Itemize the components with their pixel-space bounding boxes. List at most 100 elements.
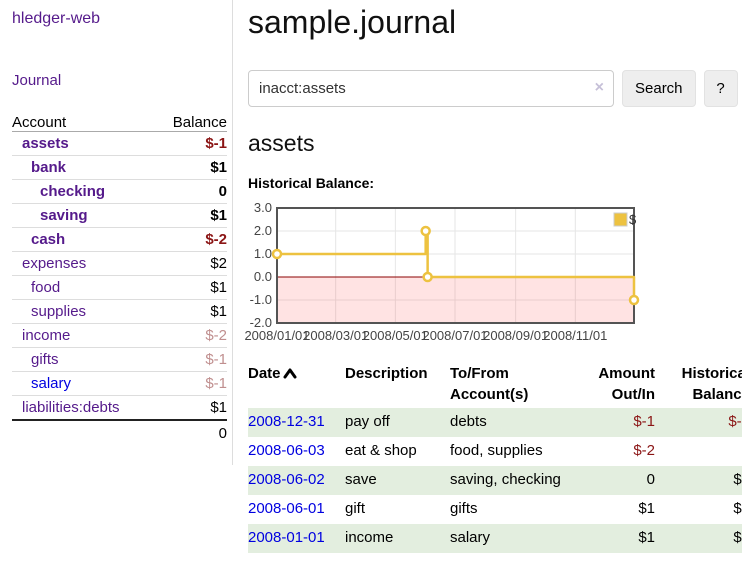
column-header-date[interactable]: Date xyxy=(248,363,345,408)
search-form: × Search ? xyxy=(248,70,742,107)
account-row: salary $-1 xyxy=(12,372,227,396)
account-balance: $2 xyxy=(210,255,227,272)
transaction-accounts: salary xyxy=(450,529,491,546)
account-link[interactable]: bank xyxy=(31,159,67,176)
account-link[interactable]: gifts xyxy=(31,351,59,368)
svg-text:-1.0: -1.0 xyxy=(250,292,272,307)
transaction-balance: $2 xyxy=(733,500,742,517)
account-row: checking 0 xyxy=(12,180,227,204)
transaction-amount: 0 xyxy=(646,471,655,488)
svg-text:2008/01/01: 2008/01/01 xyxy=(244,328,309,343)
account-link[interactable]: cash xyxy=(31,231,66,248)
transaction-amount: $1 xyxy=(638,529,655,546)
accounts-total-value: 0 xyxy=(218,424,227,442)
accounts-header-row: Account Balance xyxy=(12,106,227,132)
transaction-accounts: gifts xyxy=(450,500,478,517)
accounts-panel: Account Balance assets $-1 bank $1 checking 0… xyxy=(12,106,227,445)
transaction-balance: $1 xyxy=(733,529,742,546)
transaction-accounts: debts xyxy=(450,413,487,430)
transaction-amount: $-1 xyxy=(633,413,655,430)
column-header-amount: Amount Out/In xyxy=(598,365,655,403)
app-title-link[interactable]: hledger-web xyxy=(12,10,101,27)
register-row: 2008-06-03 eat & shop food, supplies $-20 xyxy=(248,437,742,466)
svg-text:2008/07/01: 2008/07/01 xyxy=(422,328,487,343)
register-row: 2008-06-01 gift gifts $1 $2 xyxy=(248,495,742,524)
register-row: 2008-06-02 save saving, checking 0 $2 xyxy=(248,466,742,495)
transaction-description: save xyxy=(345,471,377,488)
svg-text:2.0: 2.0 xyxy=(254,223,272,238)
account-link[interactable]: expenses xyxy=(22,255,87,272)
transaction-balance: $2 xyxy=(733,471,742,488)
column-header-accounts: To/From Account(s) xyxy=(450,365,529,403)
account-link[interactable]: income xyxy=(22,327,71,344)
transaction-date-link[interactable]: 2008-06-02 xyxy=(248,471,325,488)
account-link[interactable]: salary xyxy=(31,375,72,392)
account-balance: $-1 xyxy=(205,375,227,392)
account-link[interactable]: checking xyxy=(40,183,106,200)
account-link[interactable]: liabilities:debts xyxy=(22,399,120,416)
accounts-column-balance: Balance xyxy=(172,114,227,131)
account-link[interactable]: saving xyxy=(40,207,88,224)
account-balance: $-2 xyxy=(205,231,227,248)
chart-title: Historical Balance: xyxy=(248,175,375,191)
account-row: saving $1 xyxy=(12,204,227,228)
account-balance: $1 xyxy=(210,279,227,296)
transaction-description: eat & shop xyxy=(345,442,417,459)
transaction-date-cell: 2008-01-01 xyxy=(248,524,345,553)
account-balance: $-1 xyxy=(205,135,227,152)
account-row: supplies $1 xyxy=(12,300,227,324)
historical-balance-chart: $3.0 2.0 1.0 0.0 -1.0 -2.02008/01/012008/03/0… xyxy=(244,201,640,343)
transaction-amount: $-2 xyxy=(633,442,655,459)
account-rows: assets $-1 bank $1 checking 0 saving $1 cash $-2 e… xyxy=(12,132,227,421)
clear-search-icon[interactable]: × xyxy=(594,79,604,96)
transaction-balance: $-1 xyxy=(728,413,742,430)
sort-up-icon xyxy=(283,368,297,379)
svg-text:1.0: 1.0 xyxy=(254,246,272,261)
transaction-accounts: saving, checking xyxy=(450,471,561,488)
search-input[interactable] xyxy=(248,70,614,107)
account-row: expenses $2 xyxy=(12,252,227,276)
search-button[interactable]: Search xyxy=(622,70,696,107)
svg-text:3.0: 3.0 xyxy=(254,201,272,215)
transaction-accounts: food, supplies xyxy=(450,442,543,459)
help-button[interactable]: ? xyxy=(703,70,738,107)
account-balance: $-2 xyxy=(205,327,227,344)
transaction-date-cell: 2008-06-02 xyxy=(248,466,345,495)
sidebar: hledger-web Journal Account Balance asse… xyxy=(0,0,233,465)
accounts-total-row: 0 xyxy=(12,421,227,445)
account-row: cash $-2 xyxy=(12,228,227,252)
column-header-balance: Historical Balance xyxy=(681,365,742,403)
column-header-description: Description xyxy=(345,365,428,382)
accounts-column-account: Account xyxy=(12,114,67,131)
account-row: liabilities:debts $1 xyxy=(12,396,227,421)
transaction-date-cell: 2008-06-01 xyxy=(248,495,345,524)
transaction-date-link[interactable]: 2008-12-31 xyxy=(248,413,325,430)
account-heading: assets xyxy=(248,130,315,156)
account-balance: $-1 xyxy=(205,351,227,368)
account-row: income $-2 xyxy=(12,324,227,348)
account-row: food $1 xyxy=(12,276,227,300)
transaction-amount: $1 xyxy=(638,500,655,517)
account-link[interactable]: supplies xyxy=(31,303,87,320)
transaction-date-link[interactable]: 2008-06-03 xyxy=(248,442,325,459)
register-row: 2008-12-31 pay off debts $-1 $-1 xyxy=(248,408,742,437)
register-row: 2008-01-01 income salary $1 $1 xyxy=(248,524,742,553)
account-balance: 0 xyxy=(218,183,227,200)
main-content: sample.journal × Search ? assets Histori… xyxy=(244,0,742,553)
transaction-date-link[interactable]: 2008-06-01 xyxy=(248,500,325,517)
account-row: bank $1 xyxy=(12,156,227,180)
account-balance: $1 xyxy=(210,303,227,320)
svg-text:2008/11/01: 2008/11/01 xyxy=(543,328,607,343)
svg-text:0.0: 0.0 xyxy=(254,269,272,284)
transaction-date-cell: 2008-06-03 xyxy=(248,437,345,466)
svg-text:2008/09/01: 2008/09/01 xyxy=(483,328,548,343)
nav-journal-link[interactable]: Journal xyxy=(12,72,62,89)
account-link[interactable]: food xyxy=(31,279,61,296)
account-link[interactable]: assets xyxy=(22,135,69,152)
register-table: Date Description To/From Account(s) Amou… xyxy=(248,363,742,553)
svg-text:2008/05/01: 2008/05/01 xyxy=(363,328,428,343)
svg-text:2008/03/01: 2008/03/01 xyxy=(303,328,368,343)
transaction-date-link[interactable]: 2008-01-01 xyxy=(248,529,325,546)
account-row: gifts $-1 xyxy=(12,348,227,372)
account-row: assets $-1 xyxy=(12,132,227,156)
